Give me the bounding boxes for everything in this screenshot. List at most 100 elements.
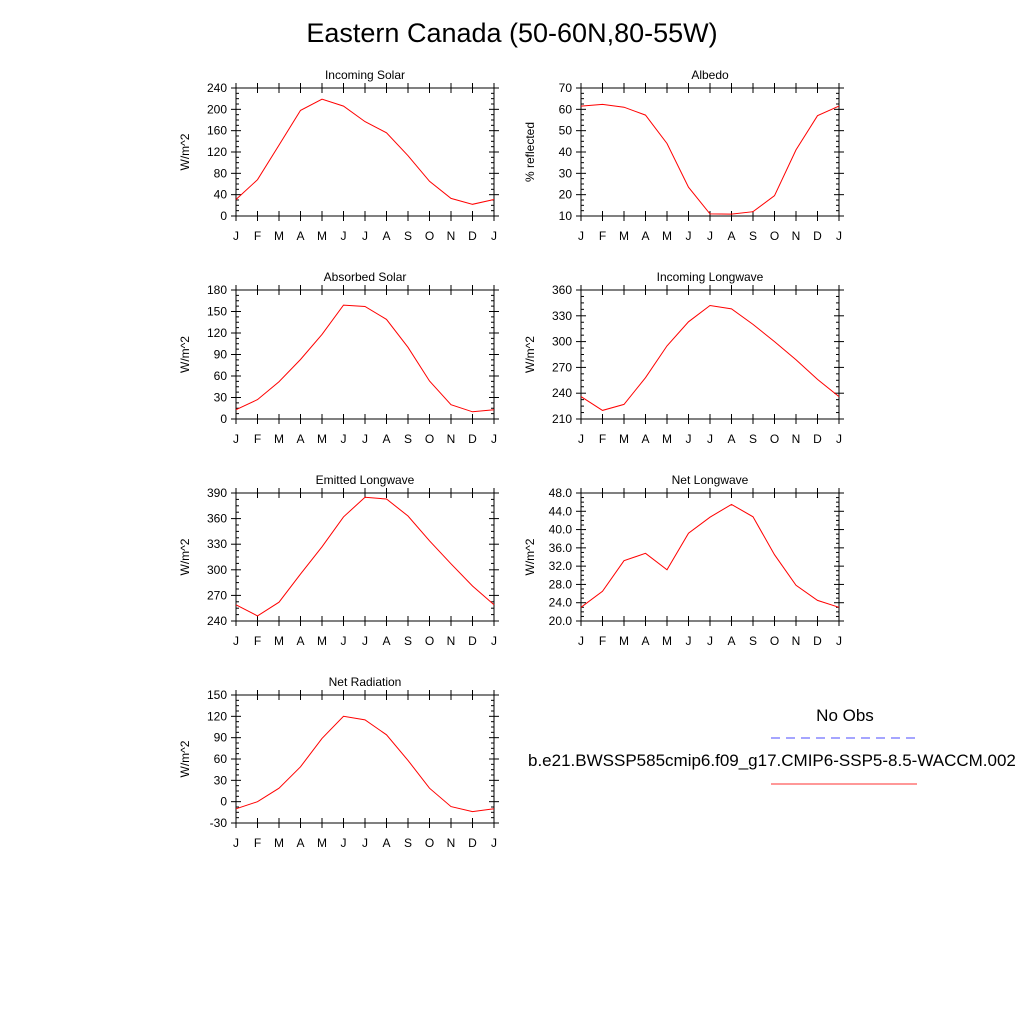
x-tick-label: J (233, 229, 239, 243)
chart-title: Emitted Longwave (316, 473, 415, 487)
x-tick-label: N (447, 634, 456, 648)
x-tick-label: J (686, 229, 692, 243)
x-tick-label: A (727, 432, 735, 446)
x-tick-label: O (425, 432, 434, 446)
x-tick-label: A (641, 229, 649, 243)
x-tick-label: S (404, 229, 412, 243)
x-tick-label: J (362, 229, 368, 243)
x-tick-label: J (836, 432, 842, 446)
y-axis-label: W/m^2 (523, 336, 537, 373)
y-tick-label: 270 (552, 360, 572, 374)
y-tick-label: 50 (559, 124, 573, 138)
y-tick-label: 150 (207, 688, 227, 702)
y-tick-label: 0 (220, 209, 227, 223)
x-tick-label: F (254, 229, 261, 243)
x-tick-label: M (619, 432, 629, 446)
x-tick-label: O (425, 229, 434, 243)
chart-title: Net Longwave (672, 473, 749, 487)
y-axis-label: W/m^2 (178, 538, 192, 575)
x-tick-label: S (749, 634, 757, 648)
x-tick-label: J (233, 432, 239, 446)
x-tick-label: D (468, 432, 477, 446)
y-tick-label: 40.0 (549, 523, 573, 537)
x-tick-label: M (619, 634, 629, 648)
x-tick-label: J (707, 229, 713, 243)
y-tick-label: 390 (207, 486, 227, 500)
plot-frame (235, 694, 495, 824)
x-tick-label: J (491, 432, 497, 446)
x-tick-label: A (641, 432, 649, 446)
y-tick-label: 36.0 (549, 541, 573, 555)
x-tick-label: F (254, 432, 261, 446)
x-tick-label: M (274, 634, 284, 648)
chart-title: Albedo (691, 68, 729, 82)
series-line (235, 98, 495, 205)
x-tick-label: J (707, 432, 713, 446)
x-tick-label: A (382, 229, 390, 243)
x-tick-label: M (662, 634, 672, 648)
x-tick-label: J (362, 432, 368, 446)
y-tick-label: 360 (207, 512, 227, 526)
y-tick-label: 20 (559, 188, 573, 202)
x-tick-label: J (491, 634, 497, 648)
x-tick-label: S (404, 432, 412, 446)
x-tick-label: A (727, 634, 735, 648)
y-tick-label: 0 (220, 795, 227, 809)
y-tick-label: 80 (214, 166, 228, 180)
y-tick-label: 32.0 (549, 559, 573, 573)
y-tick-label: 180 (207, 283, 227, 297)
y-tick-label: 210 (552, 412, 572, 426)
y-tick-label: 20.0 (549, 614, 573, 628)
x-tick-label: J (707, 634, 713, 648)
x-tick-label: A (641, 634, 649, 648)
y-axis-label: W/m^2 (178, 740, 192, 777)
x-tick-label: M (662, 229, 672, 243)
x-tick-label: J (686, 432, 692, 446)
x-tick-label: F (599, 432, 606, 446)
y-tick-label: 120 (207, 326, 227, 340)
x-tick-label: J (362, 634, 368, 648)
y-tick-label: 40 (559, 145, 573, 159)
page-title: Eastern Canada (50-60N,80-55W) (306, 18, 718, 48)
y-tick-label: 70 (559, 81, 573, 95)
x-tick-label: D (813, 432, 822, 446)
x-tick-label: N (792, 634, 801, 648)
x-tick-label: N (447, 229, 456, 243)
x-tick-label: A (382, 836, 390, 850)
x-tick-label: A (382, 432, 390, 446)
x-tick-label: M (274, 229, 284, 243)
chart-title: Net Radiation (329, 675, 402, 689)
x-tick-label: M (317, 229, 327, 243)
y-tick-label: 240 (552, 386, 572, 400)
y-axis-label: W/m^2 (178, 133, 192, 170)
x-tick-label: D (468, 634, 477, 648)
x-tick-label: A (296, 634, 304, 648)
x-tick-label: O (770, 229, 779, 243)
x-tick-label: J (362, 836, 368, 850)
y-tick-label: 150 (207, 305, 227, 319)
x-tick-label: M (274, 836, 284, 850)
x-tick-label: A (296, 229, 304, 243)
y-tick-label: 360 (552, 283, 572, 297)
y-tick-label: 48.0 (549, 486, 573, 500)
x-tick-label: M (662, 432, 672, 446)
y-tick-label: 30 (559, 166, 573, 180)
x-tick-label: M (317, 836, 327, 850)
x-tick-label: F (599, 229, 606, 243)
x-tick-label: F (254, 836, 261, 850)
y-tick-label: 330 (207, 537, 227, 551)
y-tick-label: 300 (207, 563, 227, 577)
y-tick-label: 28.0 (549, 577, 573, 591)
x-tick-label: J (836, 229, 842, 243)
x-tick-label: M (274, 432, 284, 446)
chart-title: Absorbed Solar (324, 270, 407, 284)
x-tick-label: M (619, 229, 629, 243)
x-tick-label: D (468, 836, 477, 850)
y-tick-label: 30 (214, 391, 228, 405)
y-tick-label: 30 (214, 773, 228, 787)
x-tick-label: J (341, 836, 347, 850)
series-line (235, 304, 495, 413)
y-tick-label: 90 (214, 731, 228, 745)
